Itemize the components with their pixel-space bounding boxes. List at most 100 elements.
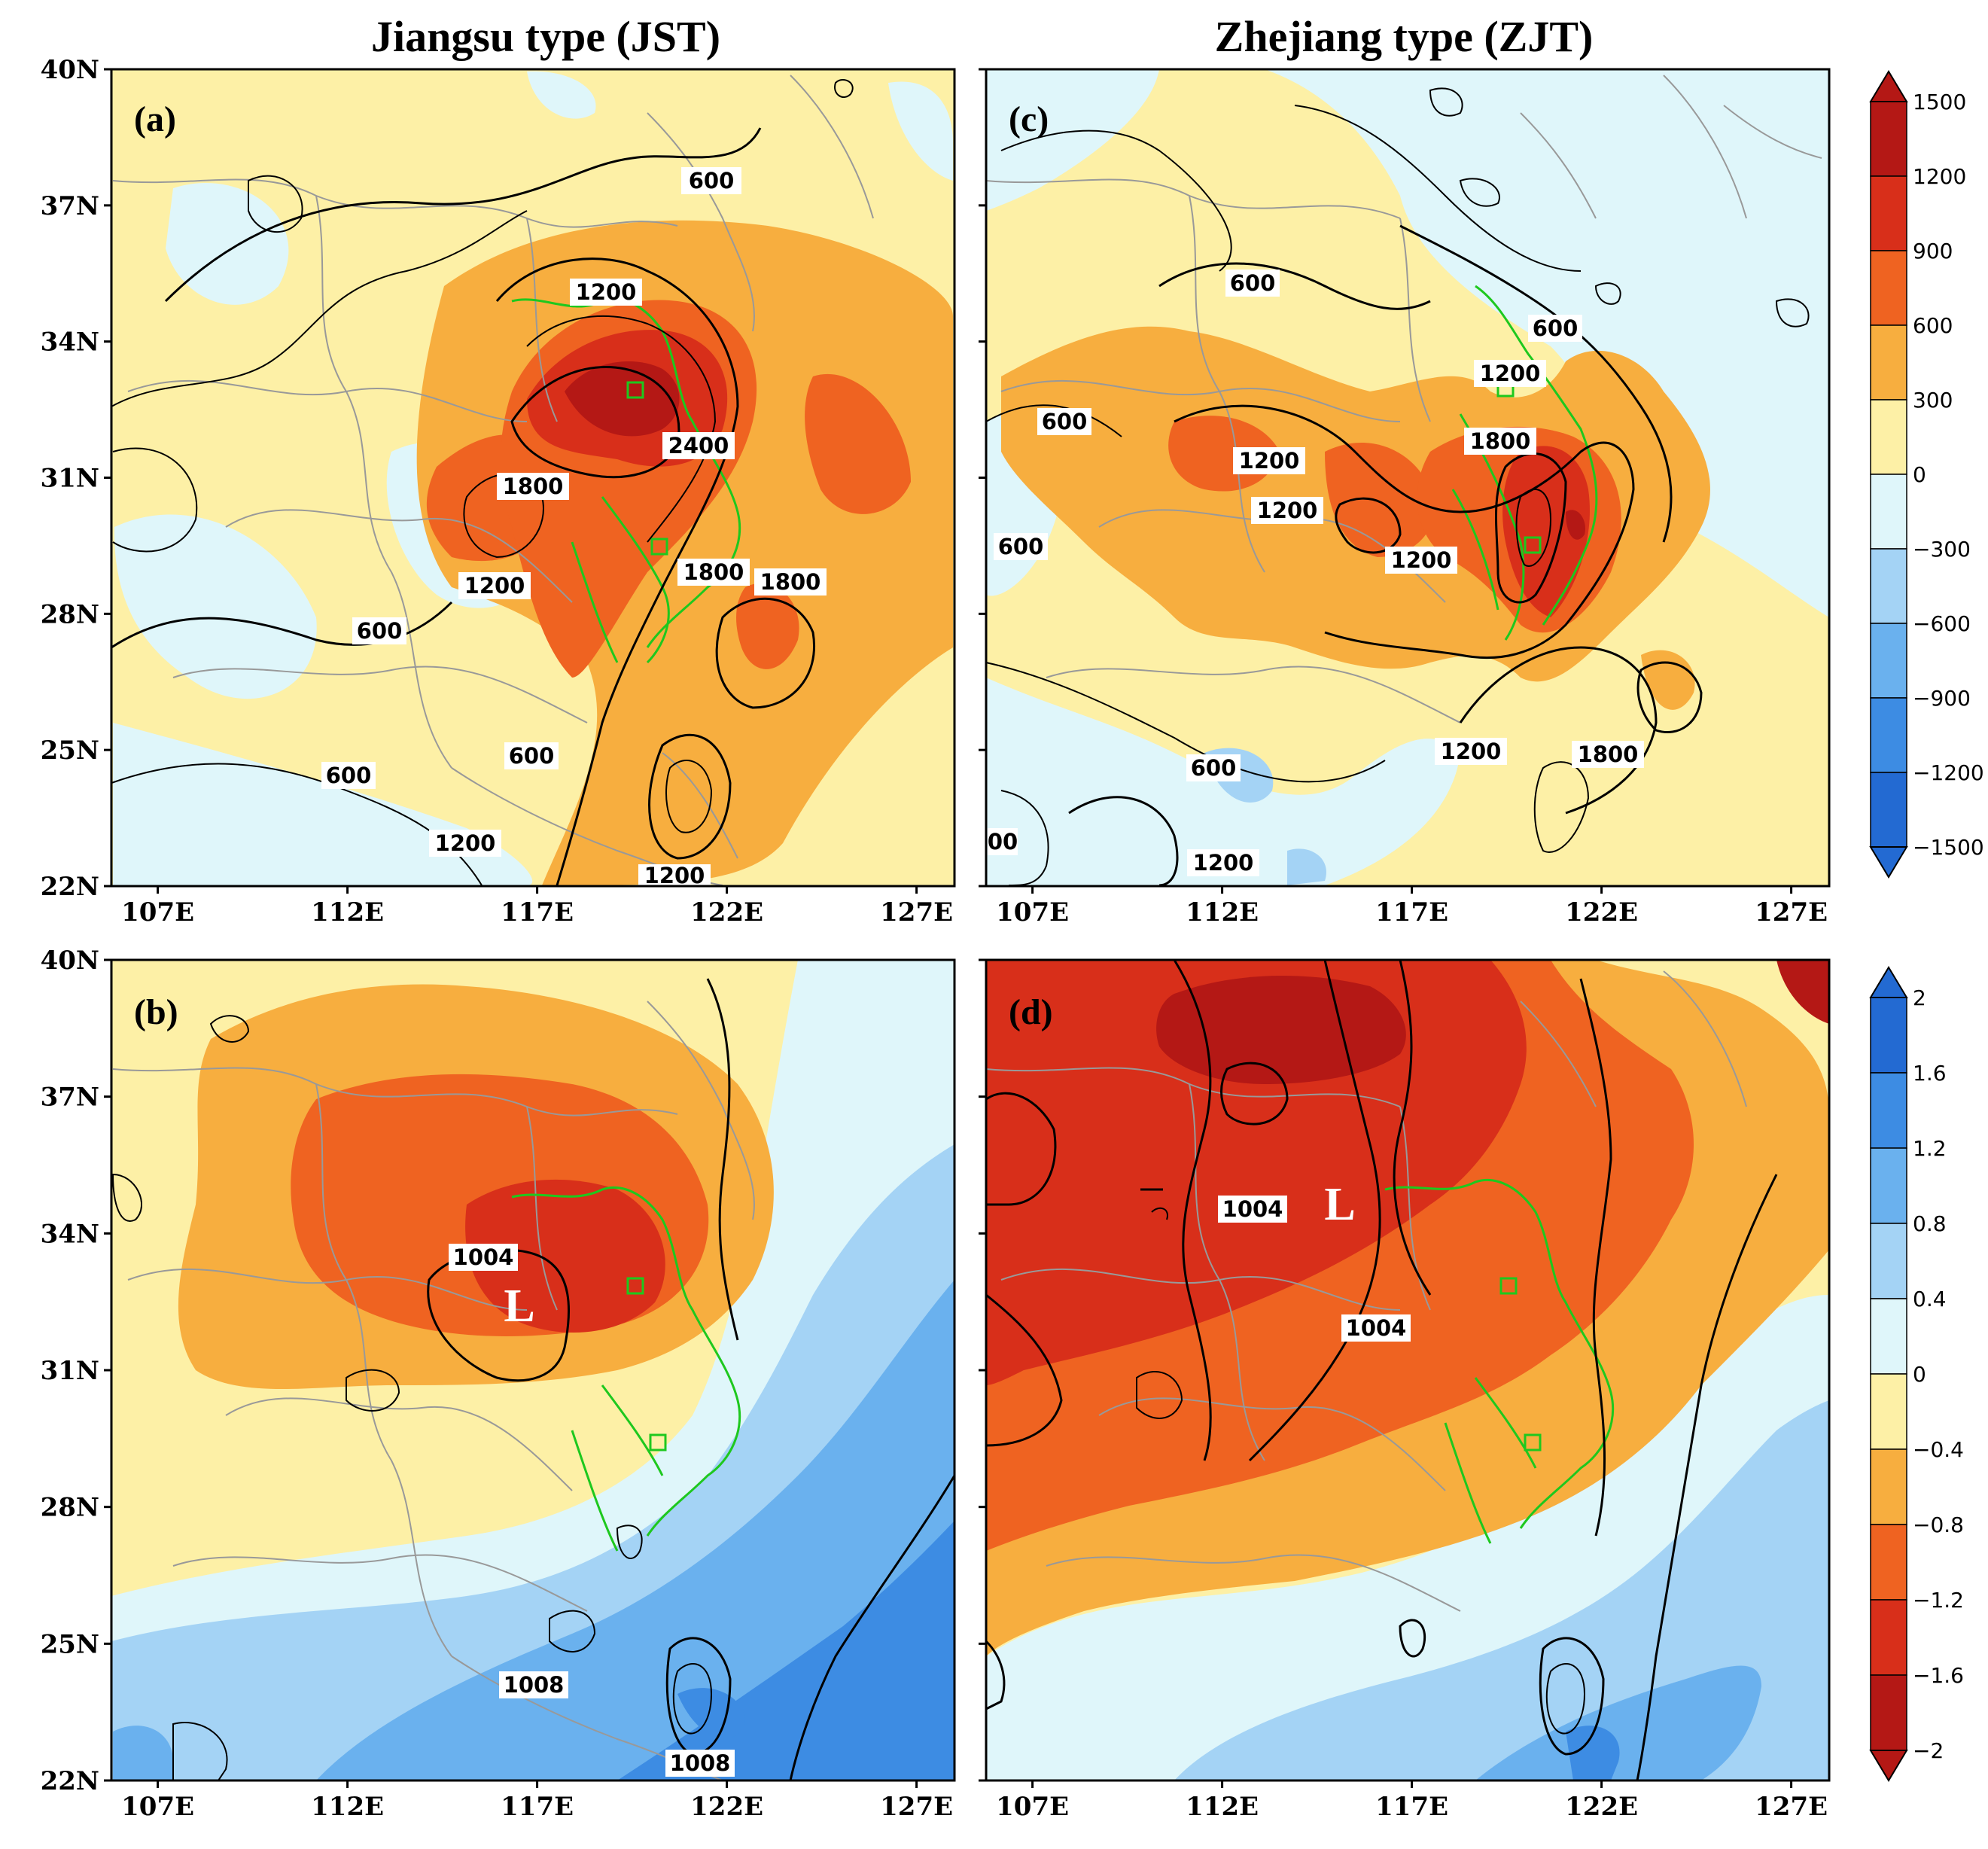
contour-label: 1004 xyxy=(1222,1196,1283,1222)
lon-tick-label: 117E xyxy=(501,897,574,928)
colorbar-label: −1500 xyxy=(1913,835,1984,860)
contour-label: 1200 xyxy=(464,573,525,599)
contour-label: 1800 xyxy=(760,569,821,595)
panel-d-station-markers xyxy=(1499,1277,1542,1451)
panel-b: 1004 1008 1008 L (b) xyxy=(110,958,956,1782)
panel-d-contours xyxy=(985,959,1778,1781)
colorbar-swatch xyxy=(1870,772,1907,848)
colorbar-label: 0 xyxy=(1913,462,1926,487)
contour-label: 1200 xyxy=(1480,361,1541,386)
contour-label: 1200 xyxy=(435,830,496,856)
colorbar-top: 1500 1200 900 600 300 0 −300 −600 −900 −1200 −1500 xyxy=(1869,70,1984,879)
colorbar-label: −600 xyxy=(1913,611,1971,636)
contour-label: 600 xyxy=(1042,409,1088,434)
colorbar-label: −0.4 xyxy=(1913,1437,1964,1462)
colorbar-swatch xyxy=(1870,324,1907,401)
colorbar-label: 0 xyxy=(1913,1362,1926,1387)
lat-tick-label: 28N xyxy=(41,599,99,629)
lon-tick-label: 107E xyxy=(121,897,194,928)
title-jiangsu: Jiangsu type (JST) xyxy=(371,12,720,61)
colorbar-swatch xyxy=(1870,1599,1907,1676)
panel-d-study-region-outline xyxy=(1384,1178,1615,1544)
lat-tick-label: 25N xyxy=(41,736,99,766)
colorbar-bottom: 2 1.6 1.2 0.8 0.4 0 −0.4 −0.8 −1.2 −1.6 −2 xyxy=(1869,966,1964,1782)
lat-tick-label: 22N xyxy=(41,1766,99,1796)
colorbar-label: −300 xyxy=(1913,537,1971,562)
lon-tick-label: 122E xyxy=(1565,1792,1638,1822)
lon-tick-label: 122E xyxy=(690,1792,763,1822)
panel-b-label: (b) xyxy=(134,992,178,1032)
panel-d-contour-labels: 1004 1004 xyxy=(1218,1196,1411,1342)
colorbar-label: −2 xyxy=(1913,1738,1944,1763)
colorbar-label: 2 xyxy=(1913,985,1926,1010)
panel-b-shading xyxy=(111,960,954,1780)
colorbar-label: 1200 xyxy=(1913,164,1966,189)
colorbar-bottom-arrow xyxy=(1869,1750,1908,1782)
contour-label: 1800 xyxy=(1470,428,1531,454)
contour-label: 00 xyxy=(988,829,1018,854)
colorbar-label: 1.6 xyxy=(1913,1061,1947,1086)
panel-a: 600 1200 2400 1800 1800 1800 1200 600 60… xyxy=(110,68,956,888)
panel-d-shading xyxy=(986,960,1829,1780)
panel-c-contour-labels: 600 600 1200 600 1800 1200 1200 1200 600… xyxy=(988,270,1644,876)
lon-tick-label: 112E xyxy=(311,897,384,928)
contour-label: 1004 xyxy=(1346,1315,1407,1341)
panel-b-study-region-outline xyxy=(511,1186,741,1552)
contour-label: 1200 xyxy=(1441,739,1502,764)
contour-label: 1200 xyxy=(1239,448,1300,474)
lon-tick-label: 107E xyxy=(996,1792,1069,1822)
low-pressure-marker: L xyxy=(504,1281,534,1332)
contour-label: 600 xyxy=(998,534,1044,559)
panel-c: 600 600 1200 600 1800 1200 1200 1200 600… xyxy=(985,68,1831,888)
contour-label: 1200 xyxy=(1391,547,1452,573)
colorbar-top-arrow xyxy=(1869,966,1908,998)
low-pressure-marker: L xyxy=(1324,1179,1355,1230)
colorbar-swatch xyxy=(1870,1298,1907,1375)
contour-label: 600 xyxy=(509,743,555,769)
panel-b-contours xyxy=(111,978,956,1781)
contour-label: 1200 xyxy=(644,863,705,888)
colorbar-swatch xyxy=(1870,474,1907,550)
contour-label: 1004 xyxy=(453,1244,514,1270)
contour-label: 600 xyxy=(1533,315,1579,341)
colorbar-swatch xyxy=(1870,1674,1907,1751)
contour-label: 600 xyxy=(1191,755,1237,781)
colorbar-bottom-arrow xyxy=(1869,846,1908,879)
panel-d: 1004 1004 L (d) xyxy=(985,958,1831,1782)
colorbar-swatch xyxy=(1870,1072,1907,1149)
lat-tick-label: 28N xyxy=(41,1493,99,1523)
lat-tick-label: 40N xyxy=(41,55,99,85)
axes: 40N 37N 34N 31N 28N 25N 22N 107E 112E 117E 122E 127… xyxy=(41,55,1828,1822)
colorbar-label: −900 xyxy=(1913,686,1971,711)
lon-tick-label: 117E xyxy=(501,1792,574,1822)
colorbar-label: 0.8 xyxy=(1913,1211,1947,1236)
colorbar-swatch xyxy=(1870,623,1907,699)
colorbar-swatch xyxy=(1870,697,1907,773)
title-zhejiang: Zhejiang type (ZJT) xyxy=(1215,12,1594,61)
colorbar-label: 0.4 xyxy=(1913,1287,1947,1311)
panel-d-label: (d) xyxy=(1009,992,1053,1032)
colorbar-swatch xyxy=(1870,399,1907,475)
contour-label: 1800 xyxy=(1578,742,1639,767)
lon-tick-label: 112E xyxy=(1186,897,1259,928)
colorbar-swatch xyxy=(1870,1373,1907,1450)
lon-tick-label: 107E xyxy=(996,897,1069,928)
colorbar-swatch xyxy=(1870,1524,1907,1601)
panel-b-station-markers xyxy=(626,1277,667,1451)
lon-tick-label: 112E xyxy=(1186,1792,1259,1822)
colorbar-swatch xyxy=(1870,175,1907,251)
colorbar-label: 600 xyxy=(1913,313,1953,338)
contour-label: 600 xyxy=(1230,270,1276,296)
contour-label: 600 xyxy=(357,618,403,644)
colorbar-label: 900 xyxy=(1913,239,1953,263)
colorbar-label: 1500 xyxy=(1913,90,1966,114)
colorbar-top-arrow xyxy=(1869,70,1908,102)
lon-tick-label: 112E xyxy=(311,1792,384,1822)
lon-tick-label: 127E xyxy=(880,897,953,928)
lat-tick-label: 31N xyxy=(41,1356,99,1386)
lon-tick-label: 117E xyxy=(1375,897,1448,928)
colorbar-label: −1200 xyxy=(1913,760,1984,785)
contour-label: 1800 xyxy=(503,474,564,499)
lon-tick-label: 117E xyxy=(1375,1792,1448,1822)
colorbar-label: 300 xyxy=(1913,388,1953,413)
